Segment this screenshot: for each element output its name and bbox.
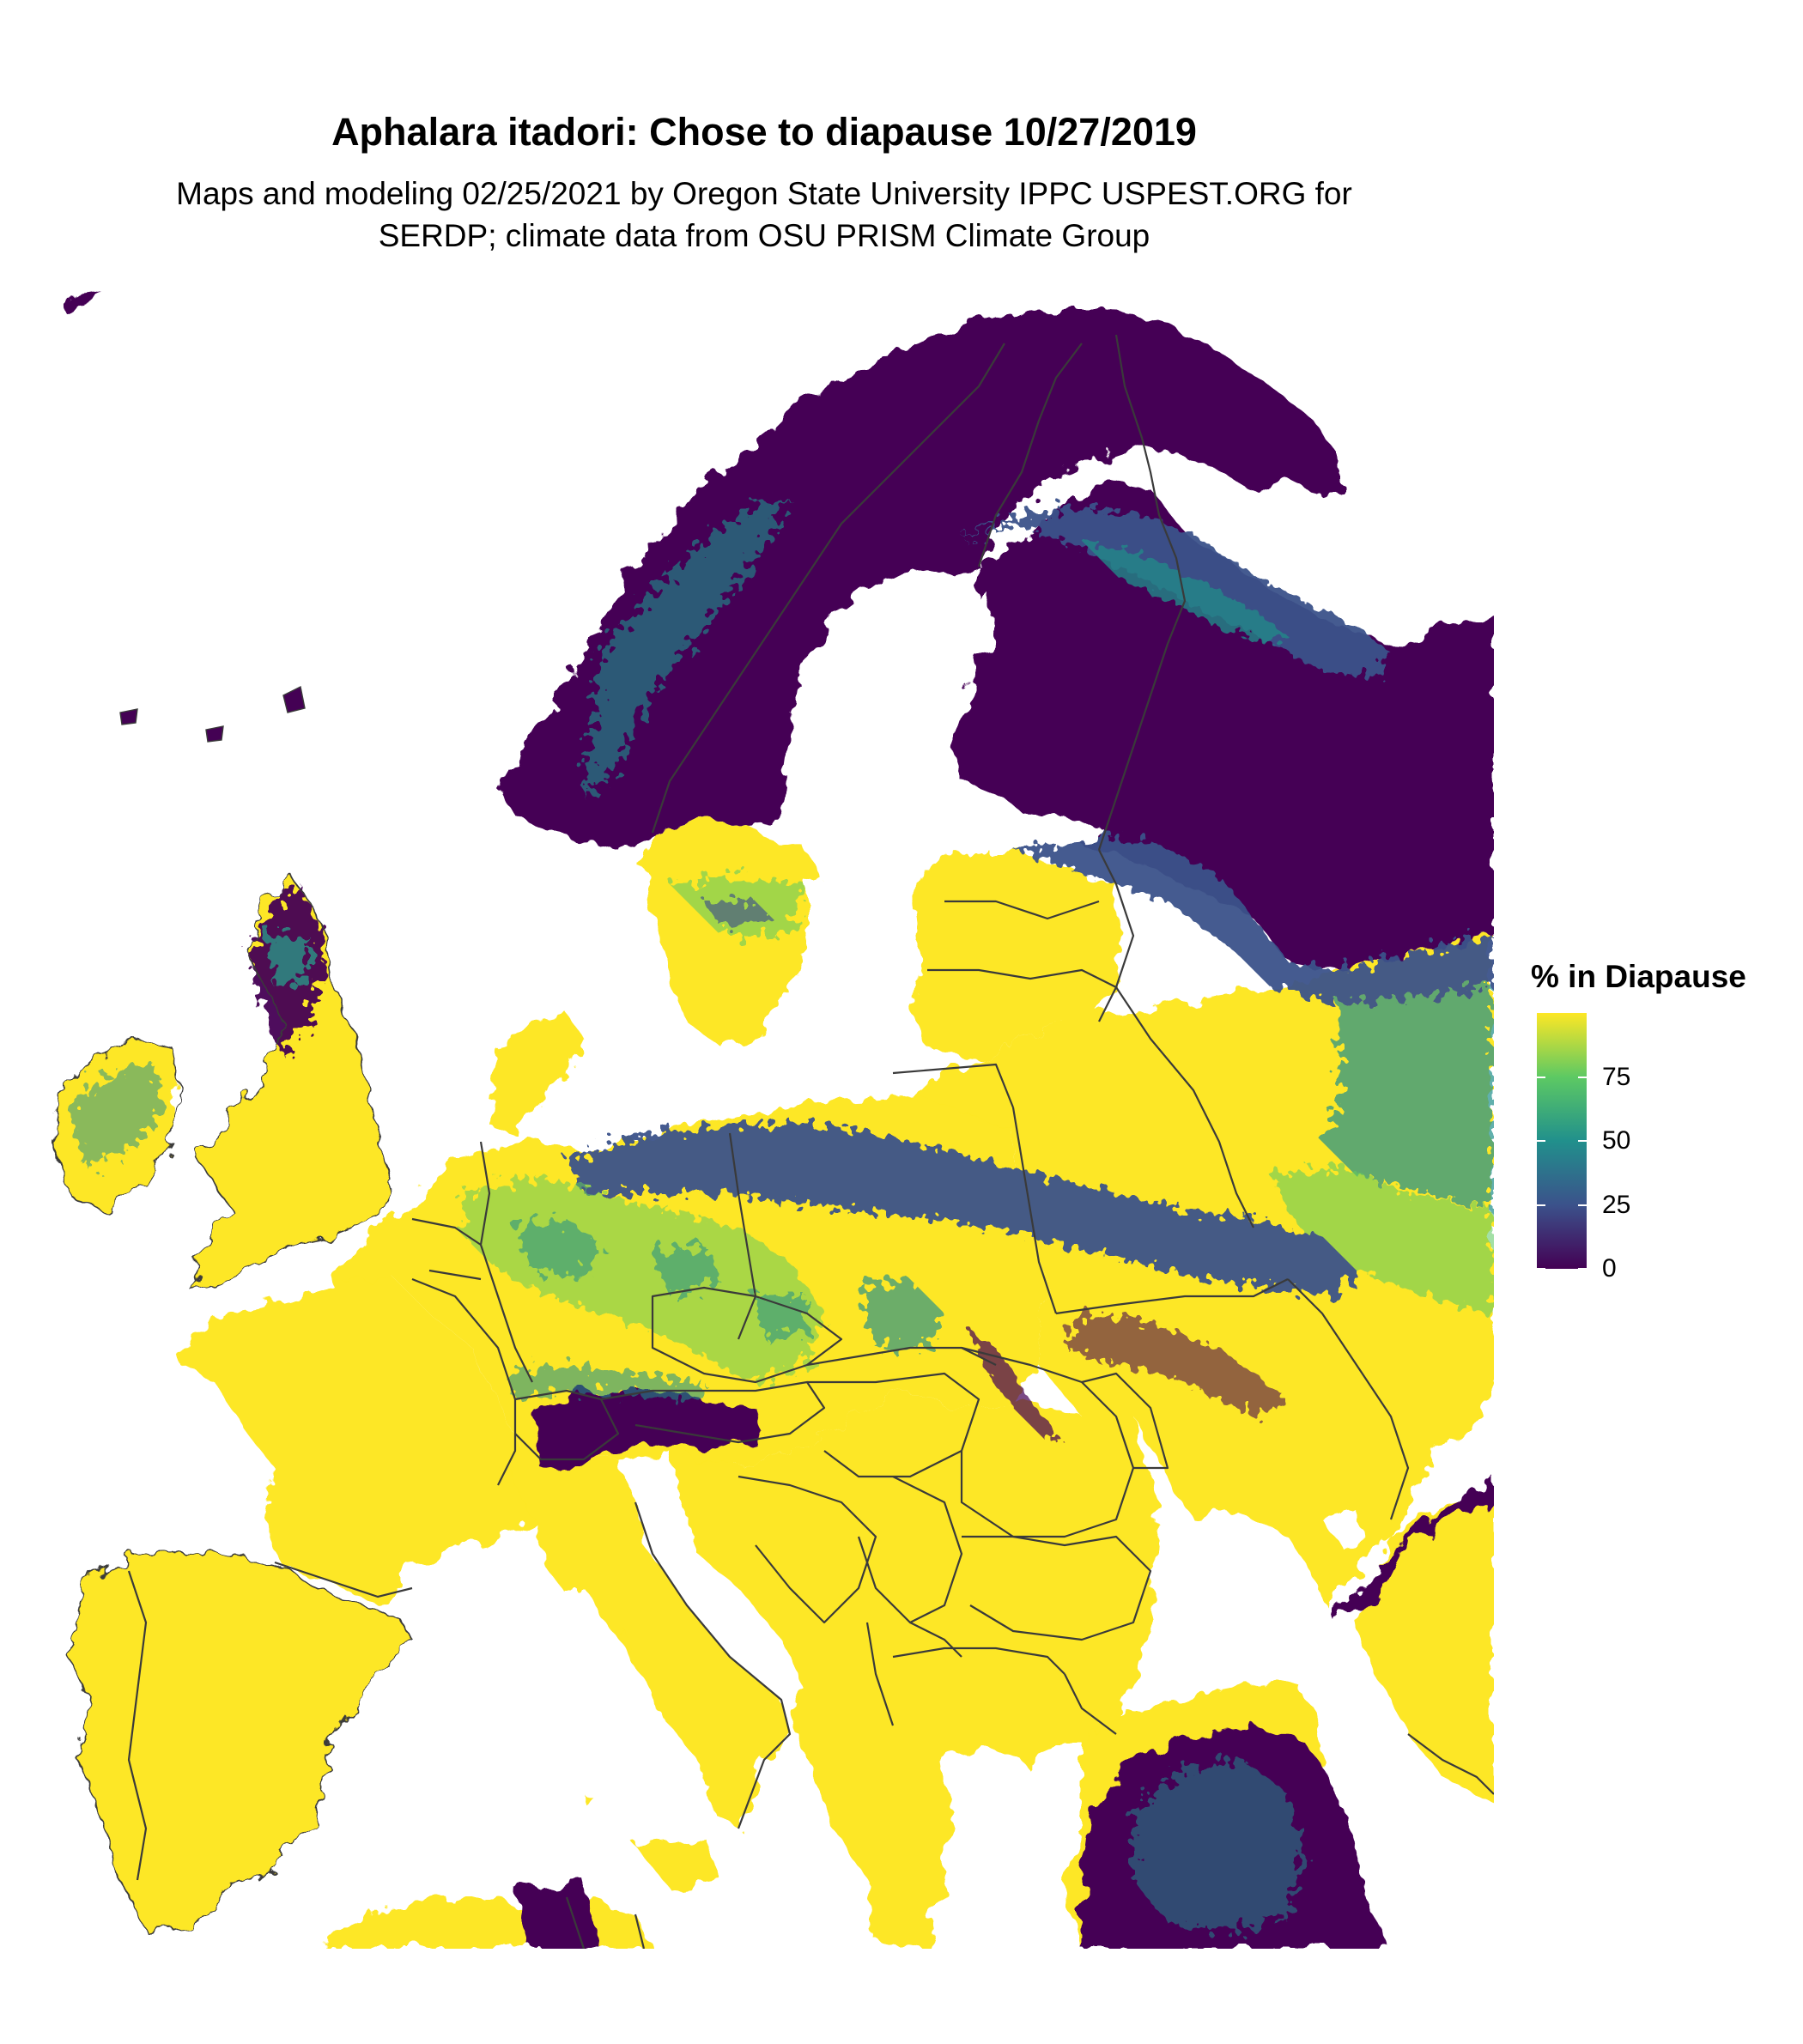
border-sweden-finland [977,343,1083,567]
border-norway-sweden [651,343,1005,834]
scandinavia-land [498,309,1339,850]
finland-russia-north-land [944,481,1494,970]
border-italy-coast [634,1501,792,1829]
coastlines [52,874,413,1932]
border-spain-portugal [127,1570,148,1881]
scotland-teal [266,936,309,987]
small-islands [119,685,306,743]
caucasus-east-land [1322,1477,1494,1622]
border-poland-belarus [1011,1107,1058,1314]
border-bulgaria [962,1535,1152,1641]
baltic-sea [704,867,919,1090]
border-germany-west [479,1141,533,1383]
legend-tick-label: 25 [1602,1190,1631,1219]
border-croatia-bosnia [738,1475,877,1624]
sicily-land [635,1837,721,1889]
poland-purple-core [1065,1313,1288,1416]
denmark-land [489,1013,584,1133]
english-channel [206,1271,335,1313]
border-estonia-latvia [944,900,1100,920]
map-title: Aphalara itadori: Chose to diapause 10/2… [331,110,1197,154]
border-hungary [807,1372,980,1478]
map-subtitle-line-2: SERDP; climate data from OSU PRISM Clima… [378,218,1150,253]
legend-tick-label: 50 [1602,1126,1631,1155]
map-subtitle-line-1: Maps and modeling 02/25/2021 by Oregon S… [176,176,1352,211]
border-switzerland [514,1389,620,1461]
carpathians-band [970,1331,1056,1442]
border-ukraine-russia [1287,1278,1410,1520]
border-romania [960,1346,1135,1538]
coast-britain [187,874,396,1289]
atlas-purple [515,1880,601,1949]
black-sea [1150,1511,1339,1683]
iberia-land [69,1552,412,1932]
border-serbia [857,1476,963,1624]
anatolia-teal [1133,1760,1305,1932]
border-france-east [411,1277,517,1486]
white-sea [1236,481,1357,575]
azov-sea [1322,1511,1365,1545]
balkans-land [670,1391,1159,1949]
border-greece [892,1647,1065,1675]
land-mid-diapause [69,498,1494,1932]
irish-sea [172,1056,215,1142]
germany-teal-patches [515,1219,807,1339]
poland-belarus-band [567,1125,1357,1296]
water-bodies [172,481,1365,1932]
border-caucasus [1407,1733,1494,1795]
north-sea [378,919,532,1142]
orkney-island [205,725,224,743]
italy-land [498,1451,790,1829]
border-czech [651,1286,843,1384]
gulf-of-finland [944,807,1099,846]
south-sweden-dark [704,901,773,927]
russia-transition-band [1013,833,1494,1004]
russia-teal-band [1322,987,1494,1210]
border-finland-russia [1097,334,1187,851]
kola-teal [1082,541,1288,644]
border-moldova [1081,1372,1169,1470]
border-slovakia [806,1346,997,1367]
russia-green-band [1271,1168,1494,1313]
border-poland-north [892,1063,1015,1108]
coast-ireland [52,1038,181,1211]
border-belarus-russia [1115,986,1254,1228]
france-land [180,1262,532,1605]
legend-title: % in Diapause [1531,959,1746,994]
tyrrhenian-sea [524,1588,670,1811]
scandes-band [584,498,790,798]
border-latvia-lithuania [927,968,1117,988]
shetland-island [282,685,306,713]
border-benelux [411,1217,482,1281]
mediterranean-west [318,1777,532,1906]
border-turkey [1064,1673,1117,1735]
border-france-spain [274,1561,413,1598]
north-africa-land [326,1897,653,1949]
faroe-island [119,708,138,725]
border-belarus-ukraine [1055,1278,1289,1315]
central-poland-teal [859,1279,944,1348]
border-north-africa [565,1896,646,1949]
border-baltics-russia [1098,849,1135,1022]
ireland-mixed [69,1064,163,1168]
iceland-faroe-speck [60,294,103,311]
legend-tick-label: 75 [1602,1062,1631,1091]
border-albania-macedonia [865,1622,962,1726]
border-austria [600,1380,826,1444]
border-germany-poland [728,1132,757,1340]
europe-diapause-map [52,294,1494,1949]
aegean-sea [944,1743,1056,1932]
adriatic-sea [644,1519,807,1708]
legend-tick-label: 0 [1602,1254,1617,1283]
country-borders [127,334,1494,1949]
great-britain-land [189,876,395,1288]
coast-iberia [68,1551,413,1932]
gulf-of-bothnia [859,592,996,850]
